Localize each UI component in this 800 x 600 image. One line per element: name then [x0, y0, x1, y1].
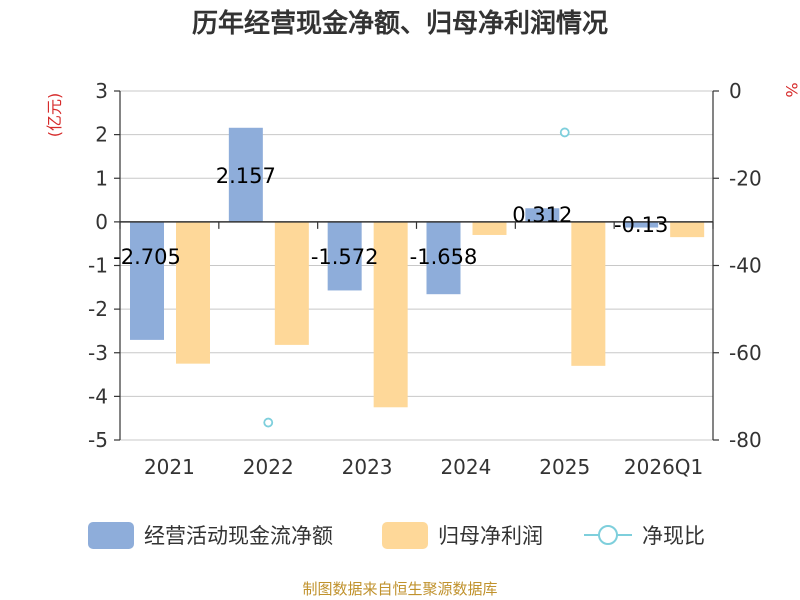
- cashflow-data-label: -0.13: [614, 213, 668, 237]
- bar-profit: [274, 221, 309, 345]
- category-label: 2025: [539, 455, 590, 479]
- left-tick-label: 3: [95, 79, 108, 103]
- chart-title: 历年经营现金净额、归母净利润情况: [192, 8, 608, 39]
- left-axis-unit: (亿元): [45, 93, 64, 138]
- bars: [130, 127, 705, 408]
- bar-cashflow: [327, 221, 362, 291]
- left-tick-label: -1: [88, 254, 108, 278]
- cashflow-data-label: 2.157: [216, 164, 276, 188]
- left-tick-label: 0: [95, 210, 108, 234]
- legend-marker-ratio: [598, 525, 618, 545]
- left-tick-label: -5: [88, 428, 108, 452]
- right-tick-label: -60: [729, 341, 762, 365]
- legend-swatch-profit: [382, 522, 428, 549]
- legend-label-cashflow: 经营活动现金流净额: [144, 524, 333, 548]
- bar-profit: [472, 221, 507, 235]
- bar-cashflow: [624, 221, 659, 228]
- bar-cashflow: [525, 208, 560, 222]
- left-tick-label: -3: [88, 341, 108, 365]
- cashflow-data-label: 0.312: [512, 203, 572, 227]
- left-tick-label: 2: [95, 123, 108, 147]
- bar-profit: [670, 221, 705, 238]
- cashflow-data-label: -2.705: [113, 245, 181, 269]
- bar-cashflow: [426, 221, 461, 295]
- legend-label-profit: 归母净利润: [438, 524, 543, 548]
- cashflow-data-label: -1.572: [311, 245, 379, 269]
- source-note: 制图数据来自恒生聚源数据库: [302, 580, 497, 598]
- right-tick-label: -20: [729, 166, 762, 190]
- left-tick-label: 1: [95, 166, 108, 190]
- ratio-point: [559, 127, 570, 138]
- category-label: 2023: [342, 455, 393, 479]
- axes: 3 2 1 0 -1 -2 -3 -4 -5 0 -20 -40 -60 -80 2021 2022 2023 2…: [88, 79, 762, 479]
- bar-profit: [571, 221, 606, 366]
- cashflow-data-label: -1.658: [410, 245, 478, 269]
- ratio-point: [263, 417, 274, 428]
- right-axis-unit: %: [782, 82, 800, 97]
- category-label: 2021: [144, 455, 195, 479]
- data-labels: -2.705 2.157 -1.572 -1.658 0.312 -0.13: [113, 164, 668, 269]
- bar-profit: [176, 221, 210, 364]
- ratio-points: [263, 127, 570, 428]
- category-label: 2024: [440, 455, 491, 479]
- legend-label-ratio: 净现比: [642, 524, 705, 548]
- left-tick-label: -2: [88, 297, 108, 321]
- right-tick-label: -40: [729, 254, 762, 278]
- bar-cashflow: [228, 127, 263, 222]
- bar-cashflow: [130, 221, 164, 340]
- legend-swatch-cashflow: [88, 522, 134, 549]
- category-label: 2022: [243, 455, 294, 479]
- bar-profit: [373, 221, 408, 408]
- left-tick-label: -4: [88, 384, 108, 408]
- legend: 经营活动现金流净额 归母净利润 净现比: [88, 522, 705, 549]
- right-tick-label: 0: [729, 79, 742, 103]
- category-label: 2026Q1: [624, 455, 703, 479]
- right-tick-label: -80: [729, 428, 762, 452]
